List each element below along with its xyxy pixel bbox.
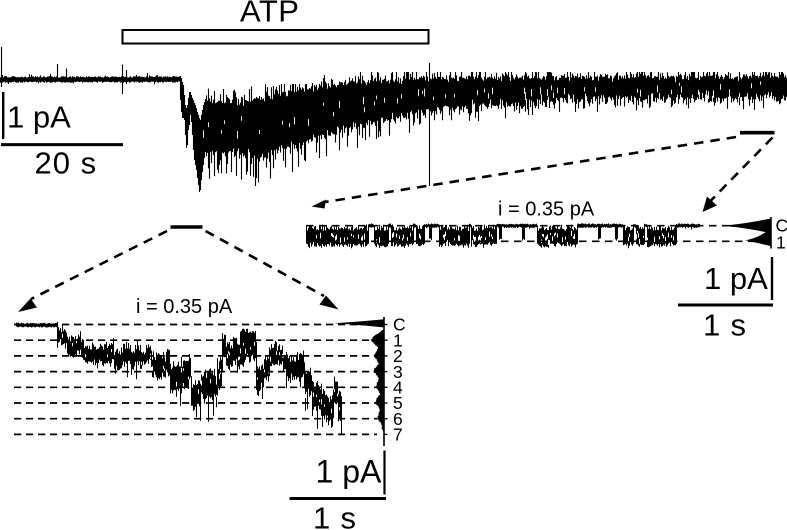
- svg-text:7: 7: [393, 425, 403, 445]
- svg-text:C: C: [776, 216, 787, 236]
- svg-text:20 s: 20 s: [35, 146, 98, 181]
- svg-text:1 pA: 1 pA: [316, 454, 382, 490]
- svg-text:1 pA: 1 pA: [704, 261, 768, 296]
- svg-text:1 s: 1 s: [313, 501, 357, 530]
- svg-text:1: 1: [393, 330, 403, 350]
- svg-text:3: 3: [393, 362, 403, 382]
- svg-text:i = 0.35 pA: i = 0.35 pA: [136, 296, 233, 318]
- svg-text:1: 1: [776, 233, 786, 253]
- svg-text:1 pA: 1 pA: [7, 100, 71, 135]
- svg-text:1 s: 1 s: [703, 308, 747, 343]
- svg-text:5: 5: [393, 393, 403, 413]
- svg-text:4: 4: [393, 378, 403, 398]
- svg-text:i = 0.35 pA: i = 0.35 pA: [498, 199, 595, 221]
- svg-text:2: 2: [393, 346, 403, 366]
- svg-text:ATP: ATP: [240, 0, 300, 29]
- svg-text:6: 6: [393, 409, 403, 429]
- svg-text:C: C: [393, 315, 406, 335]
